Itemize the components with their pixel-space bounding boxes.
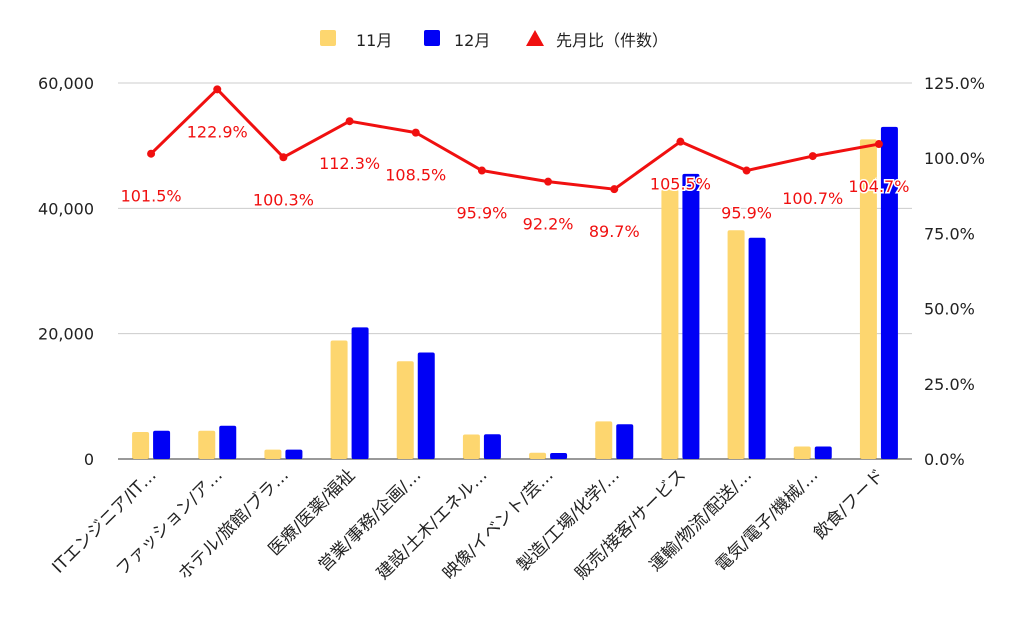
ratio-line: [150, 87, 880, 191]
ratio-data-label: 89.7%: [589, 222, 640, 241]
legend: 11月 12月 先月比（件数）: [320, 30, 668, 50]
ratio-line-series: 101.5% 122.9% 100.3% 112.3% 108.5% 95.9% 92.2%…: [119, 85, 911, 243]
x-tick-label: 飲食/フード: [810, 465, 888, 543]
x-tick-label: 映像/イベント/芸…: [439, 465, 557, 583]
bar-nov: [661, 189, 679, 460]
ratio-point: [808, 152, 817, 161]
ratio-data-label: 95.9%: [457, 204, 508, 223]
ratio-point: [742, 166, 751, 175]
legend-label-dec: 12月: [454, 31, 490, 50]
left-tick-label: 40,000: [38, 199, 94, 218]
left-tick-label: 0: [84, 450, 94, 469]
bar-nov: [859, 139, 877, 459]
bar-dec: [616, 424, 634, 459]
bar-nov: [595, 421, 613, 459]
legend-label-ratio: 先月比（件数）: [556, 31, 668, 50]
bar-nov: [727, 230, 745, 459]
ratio-data-label: 108.5%: [385, 166, 446, 185]
right-axis: 0.0% 25.0% 50.0% 75.0% 100.0% 125.0%: [924, 74, 985, 469]
right-tick-label: 100.0%: [924, 149, 985, 168]
ratio-data-label: 112.3%: [319, 154, 380, 173]
bar-dec: [219, 425, 237, 459]
bar-nov: [264, 449, 282, 459]
bar-dec: [285, 449, 303, 459]
ratio-data-label: 105.5%: [650, 175, 711, 194]
ratio-data-label: 122.9%: [187, 122, 248, 141]
bar-nov: [793, 446, 811, 459]
ratio-point: [279, 153, 288, 162]
ratio-data-label: 92.2%: [523, 215, 574, 234]
bar-nov: [396, 361, 414, 459]
bar-dec: [351, 327, 369, 459]
bar-nov: [330, 340, 348, 459]
bar-nov: [462, 434, 480, 459]
left-axis: 0 20,000 40,000 60,000: [38, 74, 94, 469]
bar-dec: [814, 446, 832, 459]
ratio-point: [874, 140, 883, 149]
bar-dec: [682, 173, 700, 459]
right-tick-label: 25.0%: [924, 375, 975, 394]
bar-dec: [550, 453, 568, 459]
legend-marker-ratio: [526, 30, 544, 46]
bar-dec: [417, 352, 435, 459]
legend-label-nov: 11月: [356, 31, 392, 50]
ratio-point: [411, 128, 420, 137]
ratio-point: [213, 85, 222, 94]
bar-dec: [748, 237, 766, 459]
bar-nov: [529, 452, 547, 459]
legend-swatch-dec: [424, 30, 440, 46]
bar-nov: [198, 430, 216, 459]
right-tick-label: 75.0%: [924, 224, 975, 243]
bar-dec: [880, 126, 898, 459]
bars: [132, 126, 898, 460]
ratio-data-label: 100.3%: [253, 190, 314, 209]
right-tick-label: 125.0%: [924, 74, 985, 93]
grid-lines: [118, 82, 912, 460]
x-tick-label: 販売/接客/サービス: [572, 465, 690, 583]
left-tick-label: 20,000: [38, 325, 94, 344]
bar-dec: [483, 434, 501, 459]
bar-dec: [153, 430, 171, 459]
ratio-point: [477, 166, 486, 175]
left-tick-label: 60,000: [38, 74, 94, 93]
legend-swatch-nov: [320, 30, 336, 46]
right-tick-label: 0.0%: [924, 450, 965, 469]
bar-nov: [132, 432, 150, 459]
ratio-point: [676, 137, 685, 146]
ratio-point: [544, 177, 553, 186]
x-axis: ITエンジニア/IT…ファッション/ア…ホテル/旅館/ブラ…医療/医薬/福祉営業…: [49, 465, 889, 584]
right-tick-label: 50.0%: [924, 300, 975, 319]
ratio-data-label: 104.7%: [848, 177, 909, 196]
x-tick-label: ホテル/旅館/ブラ…: [174, 465, 293, 584]
ratio-point: [345, 117, 354, 126]
ratio-point: [147, 149, 156, 158]
ratio-data-label: 101.5%: [121, 187, 182, 206]
ratio-data-label: 95.9%: [721, 204, 772, 223]
ratio-data-label: 100.7%: [782, 189, 843, 208]
ratio-point: [610, 185, 619, 194]
x-tick-label: 建設/土木/エネル…: [373, 465, 491, 583]
